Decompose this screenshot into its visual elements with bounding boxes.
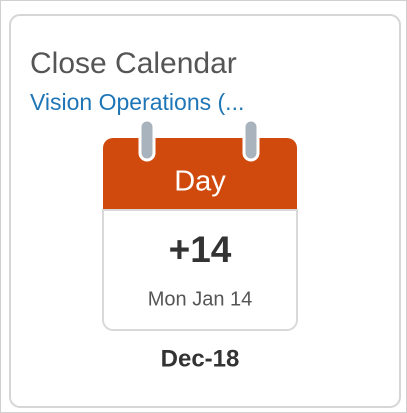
card-title: Close Calendar (30, 47, 237, 80)
calendar-body (102, 209, 298, 331)
calendar-header-text: Day (174, 166, 226, 198)
calendar-ring (138, 118, 156, 162)
card-subtitle[interactable]: Vision Operations (... (30, 89, 244, 115)
period: Dec-18 (161, 345, 240, 372)
calendar-value: +14 (169, 229, 232, 270)
calendar-icon: Day +14 Mon Jan 14 (102, 118, 298, 331)
calendar-date: Mon Jan 14 (148, 288, 253, 310)
calendar-ring (242, 118, 260, 162)
